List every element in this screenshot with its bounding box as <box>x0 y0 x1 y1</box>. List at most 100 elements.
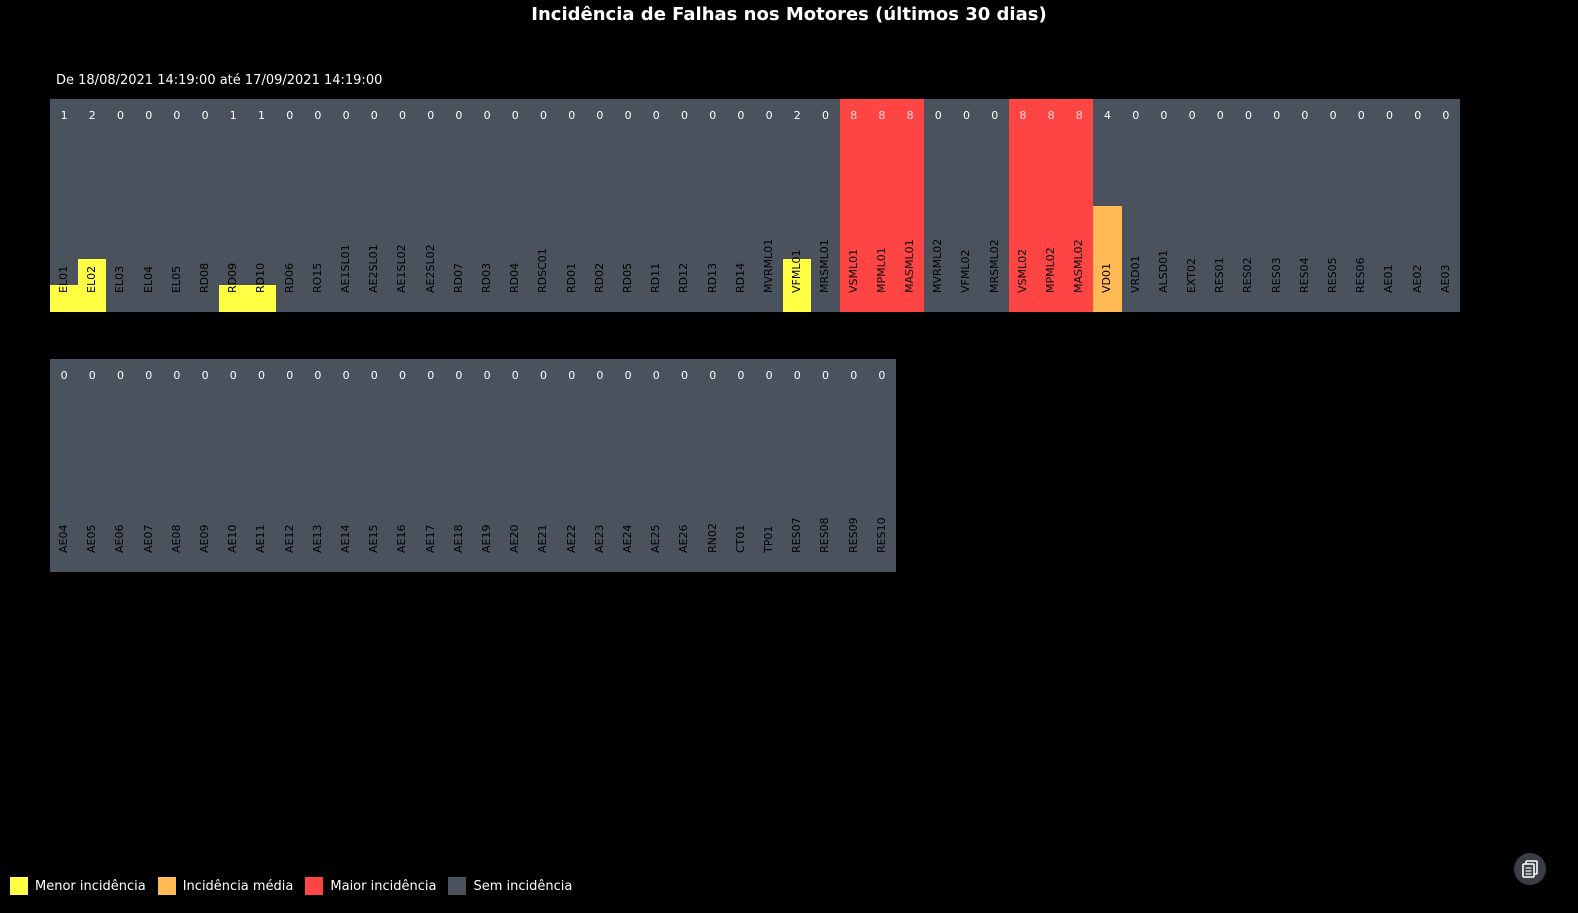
heatmap-cell-rn02[interactable]: 0 RN02 <box>699 359 727 572</box>
copy-icon <box>1522 860 1538 878</box>
heatmap-cell-el02[interactable]: 2 EL02 <box>78 99 107 312</box>
heatmap-cell-el01[interactable]: 1 EL01 <box>50 99 79 312</box>
heatmap-cell-rd09[interactable]: 1 RD09 <box>219 99 248 312</box>
heatmap-cell-rd10[interactable]: 1 RD10 <box>247 99 276 312</box>
heatmap-bar-vfml01 <box>783 258 812 312</box>
heatmap-cell-vfml01[interactable]: 2 VFML01 <box>783 99 812 312</box>
heatmap-label: AE24 <box>621 524 635 553</box>
heatmap-cell-mrsml02[interactable]: 0 MRSML02 <box>981 99 1009 312</box>
heatmap-value: 0 <box>596 109 604 122</box>
heatmap-label: AE22 <box>564 524 578 553</box>
heatmap-bar-rd09 <box>219 285 248 312</box>
heatmap-cell-rd11[interactable]: 0 RD11 <box>642 99 670 312</box>
heatmap-cell-ae06[interactable]: 0 AE06 <box>106 359 134 572</box>
heatmap-cell-res06[interactable]: 0 RES06 <box>1347 99 1375 312</box>
heatmap-cell-el05[interactable]: 0 EL05 <box>163 99 191 312</box>
heatmap-cell-ae26[interactable]: 0 AE26 <box>670 359 698 572</box>
heatmap-cell-ae1sl01[interactable]: 0 AE1SL01 <box>332 99 360 312</box>
heatmap-cell-ae2sl01[interactable]: 0 AE2SL01 <box>360 99 388 312</box>
heatmap-cell-ae1sl02[interactable]: 0 AE1SL02 <box>388 99 416 312</box>
heatmap-cell-ae21[interactable]: 0 AE21 <box>529 359 557 572</box>
heatmap-cell-rd05[interactable]: 0 RD05 <box>614 99 642 312</box>
heatmap-cell-ae09[interactable]: 0 AE09 <box>191 359 219 572</box>
copy-button[interactable] <box>1514 853 1546 885</box>
heatmap-cell-ae07[interactable]: 0 AE07 <box>135 359 163 572</box>
heatmap-cell-mvrml01[interactable]: 0 MVRML01 <box>755 99 783 312</box>
heatmap-cell-el03[interactable]: 0 EL03 <box>106 99 134 312</box>
heatmap-cell-rd07[interactable]: 0 RD07 <box>445 99 473 312</box>
heatmap-cell-mpml01[interactable]: 8 MPML01 <box>867 99 896 312</box>
heatmap-cell-ae19[interactable]: 0 AE19 <box>473 359 501 572</box>
heatmap-cell-vsml02[interactable]: 8 VSML02 <box>1008 99 1037 312</box>
heatmap-cell-res09[interactable]: 0 RES09 <box>840 359 868 572</box>
heatmap-cell-ae11[interactable]: 0 AE11 <box>247 359 275 572</box>
heatmap-cell-ext02[interactable]: 0 EXT02 <box>1178 99 1206 312</box>
heatmap-value: 0 <box>1385 109 1393 122</box>
heatmap-cell-vrd01[interactable]: 0 VRD01 <box>1122 99 1150 312</box>
heatmap-cell-res04[interactable]: 0 RES04 <box>1291 99 1319 312</box>
heatmap-cell-ae02[interactable]: 0 AE02 <box>1404 99 1432 312</box>
heatmap-cell-vsml01[interactable]: 8 VSML01 <box>839 99 868 312</box>
legend-swatch-none <box>448 877 467 895</box>
heatmap-label: VFML01 <box>790 249 804 293</box>
heatmap-cell-ae24[interactable]: 0 AE24 <box>614 359 642 572</box>
heatmap-cell-mpml02[interactable]: 8 MPML02 <box>1037 99 1066 312</box>
heatmap-cell-ae15[interactable]: 0 AE15 <box>360 359 388 572</box>
heatmap-cell-rd13[interactable]: 0 RD13 <box>699 99 727 312</box>
heatmap-cell-ae23[interactable]: 0 AE23 <box>586 359 614 572</box>
heatmap-cell-ae10[interactable]: 0 AE10 <box>219 359 247 572</box>
heatmap-cell-rdsc01[interactable]: 0 RDSC01 <box>529 99 557 312</box>
heatmap-cell-ae05[interactable]: 0 AE05 <box>78 359 106 572</box>
heatmap-cell-masml01[interactable]: 8 MASML01 <box>896 99 925 312</box>
heatmap-cell-rd06[interactable]: 0 RD06 <box>276 99 304 312</box>
heatmap-cell-res10[interactable]: 0 RES10 <box>868 359 896 572</box>
heatmap-value: 0 <box>596 369 604 382</box>
heatmap-cell-ae20[interactable]: 0 AE20 <box>501 359 529 572</box>
heatmap-value: 0 <box>709 369 717 382</box>
heatmap-cell-ae14[interactable]: 0 AE14 <box>332 359 360 572</box>
heatmap-cell-rd04[interactable]: 0 RD04 <box>501 99 529 312</box>
heatmap-cell-ae2sl02[interactable]: 0 AE2SL02 <box>417 99 445 312</box>
heatmap-cell-rd02[interactable]: 0 RD02 <box>586 99 614 312</box>
heatmap-cell-ae18[interactable]: 0 AE18 <box>445 359 473 572</box>
heatmap-cell-vd01[interactable]: 4 VD01 <box>1093 99 1122 312</box>
heatmap-cell-masml02[interactable]: 8 MASML02 <box>1065 99 1094 312</box>
heatmap-cell-ae25[interactable]: 0 AE25 <box>642 359 670 572</box>
heatmap-cell-rd01[interactable]: 0 RD01 <box>558 99 586 312</box>
heatmap-label: RD13 <box>705 262 719 293</box>
heatmap-cell-ae08[interactable]: 0 AE08 <box>163 359 191 572</box>
heatmap-cell-ae12[interactable]: 0 AE12 <box>276 359 304 572</box>
heatmap-cell-rd08[interactable]: 0 RD08 <box>191 99 219 312</box>
heatmap-cell-rd12[interactable]: 0 RD12 <box>670 99 698 312</box>
heatmap-value: 0 <box>680 369 688 382</box>
heatmap-value: 0 <box>1188 109 1196 122</box>
heatmap-cell-res03[interactable]: 0 RES03 <box>1263 99 1291 312</box>
heatmap-cell-res07[interactable]: 0 RES07 <box>783 359 811 572</box>
heatmap-cell-mrsml01[interactable]: 0 MRSML01 <box>811 99 839 312</box>
heatmap-cell-ae16[interactable]: 0 AE16 <box>388 359 416 572</box>
heatmap-label: VD01 <box>1100 263 1114 293</box>
heatmap-cell-ct01[interactable]: 0 CT01 <box>727 359 755 572</box>
heatmap-cell-ae04[interactable]: 0 AE04 <box>50 359 78 572</box>
heatmap-cell-mvrml02[interactable]: 0 MVRML02 <box>924 99 952 312</box>
heatmap-cell-ae13[interactable]: 0 AE13 <box>304 359 332 572</box>
heatmap-cell-el04[interactable]: 0 EL04 <box>135 99 163 312</box>
heatmap-cell-rd03[interactable]: 0 RD03 <box>473 99 501 312</box>
heatmap-cell-ae17[interactable]: 0 AE17 <box>417 359 445 572</box>
heatmap-cell-tp01[interactable]: 0 TP01 <box>755 359 783 572</box>
heatmap-cell-alsd01[interactable]: 0 ALSD01 <box>1150 99 1178 312</box>
heatmap-cell-ro15[interactable]: 0 RO15 <box>304 99 332 312</box>
heatmap-label: AE1SL02 <box>395 244 409 293</box>
heatmap-cell-res02[interactable]: 0 RES02 <box>1234 99 1262 312</box>
heatmap-cell-ae01[interactable]: 0 AE01 <box>1375 99 1403 312</box>
heatmap-cell-res05[interactable]: 0 RES05 <box>1319 99 1347 312</box>
heatmap-cell-res08[interactable]: 0 RES08 <box>811 359 839 572</box>
heatmap-label: ALSD01 <box>1156 249 1170 293</box>
heatmap-label: AE26 <box>677 524 691 553</box>
heatmap-cell-res01[interactable]: 0 RES01 <box>1206 99 1234 312</box>
heatmap-cell-ae22[interactable]: 0 AE22 <box>558 359 586 572</box>
heatmap-value: 0 <box>342 109 350 122</box>
heatmap-cell-rd14[interactable]: 0 RD14 <box>727 99 755 312</box>
heatmap-cell-vfml02[interactable]: 0 VFML02 <box>952 99 980 312</box>
heatmap-cell-ae03[interactable]: 0 AE03 <box>1432 99 1460 312</box>
